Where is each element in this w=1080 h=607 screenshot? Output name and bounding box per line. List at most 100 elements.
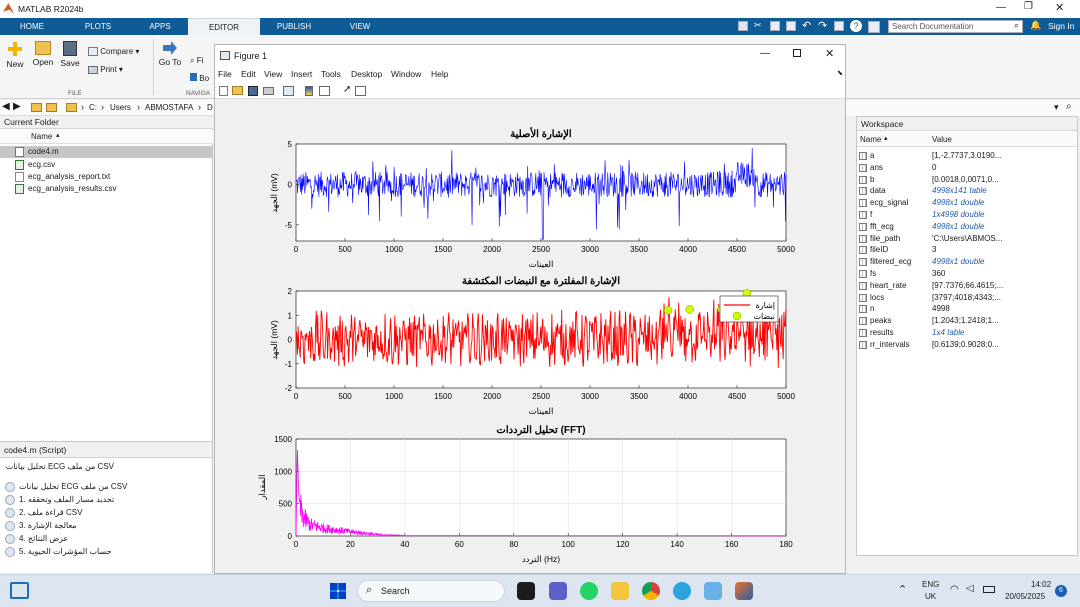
column-header-name[interactable]: Name ▴: [0, 130, 213, 144]
tab-view[interactable]: VIEW: [349, 22, 371, 31]
file-row[interactable]: ecg.csv: [0, 159, 213, 171]
new-button[interactable]: New: [4, 41, 26, 69]
section-item[interactable]: 2. قراءة ملف CSV: [0, 506, 213, 519]
tab-publish[interactable]: PUBLISH: [276, 22, 312, 31]
workspace-row[interactable]: ans 0: [857, 162, 1077, 174]
save-quick-icon[interactable]: [738, 21, 748, 31]
section-item[interactable]: 3. معالجة الإشارة: [0, 519, 213, 532]
start-icon[interactable]: [330, 583, 346, 599]
bookmark-button[interactable]: Bo: [190, 73, 209, 83]
workspace-row[interactable]: rr_intervals [0.6139;0.9028;0...: [857, 339, 1077, 351]
workspace-row[interactable]: data 4998x141 table: [857, 185, 1077, 197]
minimize-icon[interactable]: —: [996, 2, 1006, 13]
compare-button[interactable]: Compare ▾: [88, 47, 139, 59]
chrome-icon[interactable]: [642, 582, 660, 600]
file-row[interactable]: ecg_analysis_results.csv: [0, 183, 213, 195]
meet-icon[interactable]: [517, 582, 535, 600]
workspace-row[interactable]: heart_rate [97.7376;66.4615;...: [857, 280, 1077, 292]
workspace-row[interactable]: a [1,-2.7737,3.0190...: [857, 150, 1077, 162]
sign-in-link[interactable]: Sign In: [1048, 21, 1075, 31]
open-button[interactable]: Open: [31, 41, 55, 67]
tab-apps[interactable]: APPS: [149, 22, 171, 31]
menu-insert[interactable]: Insert: [291, 69, 313, 79]
clock-time[interactable]: 14:02: [1031, 580, 1052, 589]
clock-date[interactable]: 20/05/2025: [1005, 592, 1046, 601]
volume-icon[interactable]: ◁: [966, 583, 974, 594]
workspace-row[interactable]: locs [3797;4018;4343;...: [857, 292, 1077, 304]
file-row[interactable]: ecg_analysis_report.txt: [0, 171, 213, 183]
menu-window[interactable]: Window: [391, 69, 422, 79]
section-item[interactable]: 5. حساب المؤشرات الحيوية: [0, 545, 213, 558]
section-item[interactable]: تحليل بيانات ECG من ملف CSV: [0, 480, 213, 493]
dropdown-arrow-icon[interactable]: ▾: [1054, 102, 1059, 112]
cut-icon[interactable]: ✂: [754, 20, 762, 30]
menu-view[interactable]: View: [264, 69, 283, 79]
colorbar-icon[interactable]: [305, 86, 313, 96]
print-button[interactable]: Print ▾: [88, 65, 123, 77]
workspace-row[interactable]: ecg_signal 4998x1 double: [857, 197, 1077, 209]
battery-icon[interactable]: [983, 586, 995, 593]
workspace-row[interactable]: f 1x4998 double: [857, 209, 1077, 221]
tab-home[interactable]: HOME: [20, 22, 44, 31]
save-figure-icon[interactable]: [248, 86, 258, 96]
wifi-icon[interactable]: ◠: [950, 584, 959, 595]
section-item[interactable]: 4. عرض النتائج: [0, 532, 213, 545]
browse-folder-icon[interactable]: [46, 103, 57, 112]
file-row[interactable]: code4.m: [0, 146, 213, 158]
menu-help[interactable]: Help: [431, 69, 449, 79]
menu-file[interactable]: File: [218, 69, 232, 79]
workspace-row[interactable]: fs 360: [857, 268, 1077, 280]
whatsapp-icon[interactable]: [580, 582, 598, 600]
workspace-row[interactable]: fft_ecg 4998x1 double: [857, 221, 1077, 233]
switch-windows-icon[interactable]: [834, 21, 844, 31]
workspace-row[interactable]: file_path 'C:\Users\ABMOS...: [857, 233, 1077, 245]
menu-edit[interactable]: Edit: [241, 69, 256, 79]
column-header-value[interactable]: Value: [932, 135, 952, 144]
menu-tools[interactable]: Tools: [321, 69, 341, 79]
path-users[interactable]: Users: [110, 103, 131, 112]
menu-desktop[interactable]: Desktop: [351, 69, 383, 79]
help-icon[interactable]: ?: [850, 20, 862, 32]
file-explorer-icon[interactable]: [611, 582, 629, 600]
search-documentation-input[interactable]: Search Documentation ⌕: [888, 20, 1023, 33]
copy-icon[interactable]: [770, 21, 780, 31]
new-figure-icon[interactable]: [219, 86, 228, 96]
undo-icon[interactable]: ↶: [802, 20, 812, 32]
legend-icon[interactable]: [319, 86, 330, 96]
dropdown-icon[interactable]: [868, 21, 880, 33]
redo-icon[interactable]: ↷: [818, 20, 828, 32]
taskbar-search[interactable]: ⌕ Search: [357, 580, 505, 602]
section-item[interactable]: 1. تحديد مسار الملف وتحققه: [0, 493, 213, 506]
tab-editor[interactable]: EDITOR: [188, 18, 260, 35]
path-drive[interactable]: C:: [89, 103, 97, 112]
language-indicator[interactable]: ENG: [922, 580, 940, 589]
search-workspace-icon[interactable]: ⌕: [1066, 101, 1072, 112]
find-button[interactable]: ⌕ Fi: [190, 56, 204, 65]
open-file-icon[interactable]: [232, 86, 243, 95]
save-button[interactable]: Save: [59, 41, 81, 68]
telegram-icon[interactable]: [673, 582, 691, 600]
workspace-row[interactable]: filtered_ecg 4998x1 double: [857, 256, 1077, 268]
link-plot-icon[interactable]: [283, 86, 294, 96]
workspace-row[interactable]: b [0.0018,0,0071,0...: [857, 174, 1077, 186]
restore-icon[interactable]: ❐: [1024, 1, 1033, 12]
widgets-icon[interactable]: [10, 582, 29, 599]
column-header-name[interactable]: Name: [860, 135, 882, 144]
notifications-icon[interactable]: 🔔: [1030, 20, 1042, 30]
figure-minimize-icon[interactable]: —: [760, 48, 770, 59]
workspace-row[interactable]: n 4998: [857, 303, 1077, 315]
print-figure-icon[interactable]: [263, 87, 274, 95]
path-next[interactable]: D: [207, 103, 213, 112]
matlab-taskbar-icon[interactable]: [735, 582, 753, 600]
forward-icon[interactable]: ▶: [13, 101, 21, 112]
workspace-row[interactable]: peaks [1.2043;1.2418;1...: [857, 315, 1077, 327]
property-editor-icon[interactable]: [355, 86, 366, 96]
tray-chevron-icon[interactable]: ⌃: [898, 584, 908, 596]
pointer-icon[interactable]: ➚: [343, 84, 352, 95]
close-icon[interactable]: ✕: [1055, 2, 1065, 14]
tab-plots[interactable]: PLOTS: [84, 22, 112, 31]
figure-close-icon[interactable]: ✕: [825, 48, 835, 60]
paste-icon[interactable]: [786, 21, 796, 31]
dock-arrow-icon[interactable]: ⬊: [837, 70, 843, 77]
notification-badge[interactable]: 6: [1055, 585, 1067, 597]
